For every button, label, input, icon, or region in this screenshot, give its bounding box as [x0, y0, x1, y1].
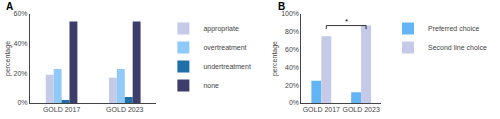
svg-text:20%: 20%	[285, 82, 299, 89]
svg-text:GOLD 2017: GOLD 2017	[303, 106, 340, 113]
svg-text:percentage: percentage	[4, 41, 12, 76]
svg-text:GOLD 2023: GOLD 2023	[342, 106, 379, 113]
svg-text:*: *	[345, 17, 348, 26]
svg-text:0%: 0%	[17, 99, 27, 106]
svg-text:40%: 40%	[14, 40, 28, 47]
svg-text:20%: 20%	[14, 70, 28, 77]
svg-text:A: A	[6, 1, 13, 12]
svg-text:60%: 60%	[14, 10, 28, 17]
svg-text:80%: 80%	[285, 28, 299, 35]
svg-text:60%: 60%	[285, 46, 299, 53]
svg-text:40%: 40%	[285, 64, 299, 71]
svg-text:Preferred choice: Preferred choice	[428, 25, 479, 32]
svg-text:100%: 100%	[281, 10, 299, 17]
svg-text:overtreatment: overtreatment	[203, 44, 246, 51]
svg-text:0%: 0%	[289, 99, 299, 106]
svg-text:percentage: percentage	[271, 41, 279, 76]
svg-text:Second line choice: Second line choice	[428, 44, 487, 51]
svg-text:undertreatment: undertreatment	[203, 63, 251, 70]
svg-text:GOLD 2023: GOLD 2023	[106, 106, 143, 113]
svg-text:none: none	[203, 82, 219, 89]
svg-text:B: B	[278, 1, 285, 12]
svg-text:GOLD 2017: GOLD 2017	[43, 106, 80, 113]
svg-text:appropriate: appropriate	[203, 25, 239, 33]
